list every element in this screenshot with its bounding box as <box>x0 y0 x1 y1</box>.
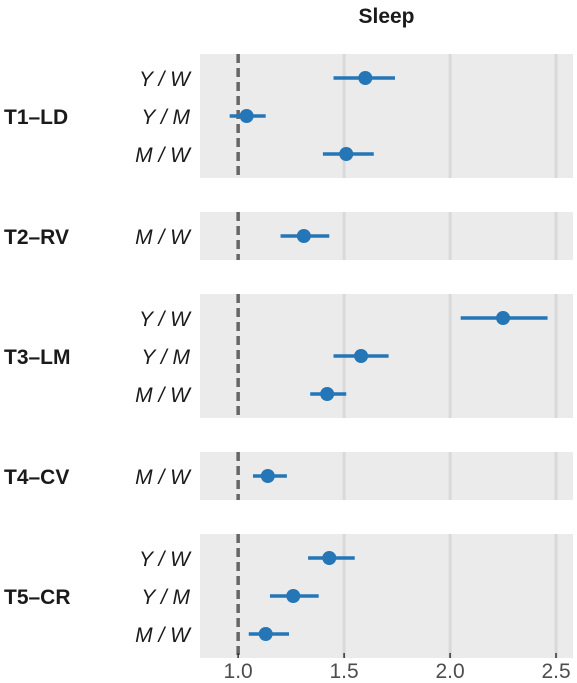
estimate-point <box>320 387 335 401</box>
row-label: M / W <box>135 624 192 647</box>
row-label: M / W <box>135 384 192 407</box>
row-label: Y / M <box>141 586 190 609</box>
estimate-point <box>296 229 311 243</box>
x-tick-label: 2.0 <box>435 660 464 683</box>
estimate-point <box>286 589 301 603</box>
panel-group: T1–LD Y / W Y / M M / W <box>4 54 573 178</box>
estimate-point <box>260 469 275 483</box>
group-label: T2–RV <box>4 226 69 249</box>
row-label: Y / M <box>141 106 190 129</box>
panel-background <box>200 534 573 658</box>
panel-group: T5–CR Y / W Y / M M / W <box>4 534 573 658</box>
panel-group: T2–RV M / W <box>4 212 573 260</box>
row-label: M / W <box>135 226 192 249</box>
estimate-point <box>322 551 337 565</box>
panels: T1–LD Y / W Y / M M / W T2–RV M / W T3–LM Y / W… <box>4 54 573 658</box>
group-label: T4–CV <box>4 466 69 489</box>
row-label: Y / W <box>139 68 192 91</box>
estimate-point <box>496 311 511 325</box>
row-label: M / W <box>135 144 192 167</box>
estimate-point <box>339 147 354 161</box>
x-axis: 1.0 1.5 2.0 2.5 <box>224 653 571 683</box>
group-label: T1–LD <box>4 106 68 129</box>
panel-background <box>200 212 573 260</box>
row-label: M / W <box>135 466 192 489</box>
x-tick-label: 1.0 <box>224 660 253 683</box>
panel-group: T3–LM Y / W Y / M M / W <box>4 294 573 418</box>
row-label: Y / W <box>139 548 192 571</box>
group-label: T5–CR <box>4 586 71 609</box>
x-tick-label: 2.5 <box>541 660 570 683</box>
estimate-point <box>358 71 373 85</box>
x-tick-label: 1.5 <box>330 660 359 683</box>
row-label: Y / M <box>141 346 190 369</box>
group-label: T3–LM <box>4 346 71 369</box>
estimate-point <box>354 349 369 363</box>
row-label: Y / W <box>139 308 192 331</box>
estimate-point <box>258 627 273 641</box>
estimate-point <box>239 109 254 123</box>
panel-group: T4–CV M / W <box>4 452 573 500</box>
chart-title: Sleep <box>358 5 414 28</box>
